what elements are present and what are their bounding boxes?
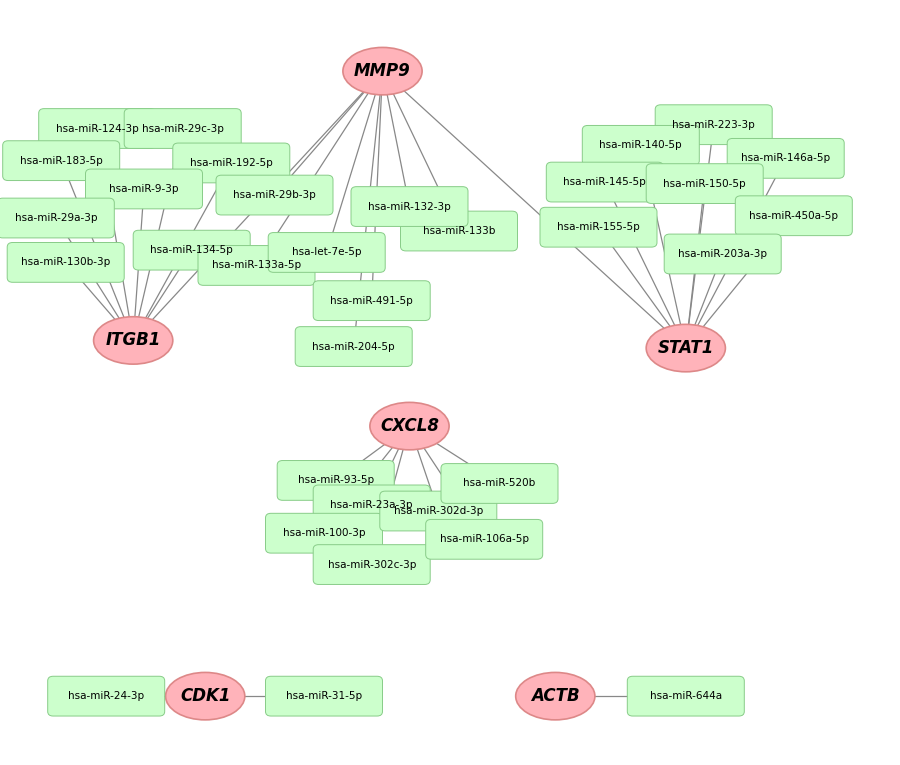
FancyBboxPatch shape [426,519,543,559]
FancyBboxPatch shape [313,281,430,321]
Text: hsa-miR-520b: hsa-miR-520b [464,478,536,489]
Text: hsa-miR-100-3p: hsa-miR-100-3p [283,528,365,539]
FancyBboxPatch shape [268,233,385,272]
Text: ITGB1: ITGB1 [105,331,161,350]
Text: hsa-miR-134-5p: hsa-miR-134-5p [150,245,233,256]
Text: hsa-miR-29b-3p: hsa-miR-29b-3p [233,190,316,200]
Text: hsa-miR-93-5p: hsa-miR-93-5p [298,475,374,486]
Text: hsa-miR-302c-3p: hsa-miR-302c-3p [328,559,416,570]
Text: hsa-miR-24-3p: hsa-miR-24-3p [68,691,144,702]
Text: hsa-let-7e-5p: hsa-let-7e-5p [292,247,362,258]
FancyBboxPatch shape [441,464,558,503]
FancyBboxPatch shape [266,676,382,716]
FancyBboxPatch shape [546,162,663,202]
Text: hsa-miR-106a-5p: hsa-miR-106a-5p [440,534,528,545]
FancyBboxPatch shape [664,234,781,274]
Text: hsa-miR-31-5p: hsa-miR-31-5p [286,691,362,702]
Text: hsa-miR-183-5p: hsa-miR-183-5p [20,155,103,166]
Text: hsa-miR-155-5p: hsa-miR-155-5p [557,222,640,233]
Text: CXCL8: CXCL8 [380,417,439,435]
FancyBboxPatch shape [727,138,844,178]
FancyBboxPatch shape [124,109,241,148]
FancyBboxPatch shape [266,513,382,553]
FancyBboxPatch shape [540,207,657,247]
FancyBboxPatch shape [380,491,497,531]
Ellipse shape [646,324,725,372]
Text: hsa-miR-146a-5p: hsa-miR-146a-5p [741,153,831,164]
FancyBboxPatch shape [7,243,124,282]
Text: hsa-miR-9-3p: hsa-miR-9-3p [109,184,179,194]
FancyBboxPatch shape [582,125,699,165]
Text: hsa-miR-132-3p: hsa-miR-132-3p [368,201,451,212]
FancyBboxPatch shape [295,327,412,366]
FancyBboxPatch shape [400,211,518,251]
Text: hsa-miR-223-3p: hsa-miR-223-3p [672,119,755,130]
Text: hsa-miR-133a-5p: hsa-miR-133a-5p [212,260,302,271]
Text: hsa-miR-140-5p: hsa-miR-140-5p [599,140,682,151]
FancyBboxPatch shape [351,187,468,226]
FancyBboxPatch shape [735,196,852,236]
Text: hsa-miR-644a: hsa-miR-644a [650,691,722,702]
FancyBboxPatch shape [173,143,290,183]
FancyBboxPatch shape [627,676,744,716]
Text: hsa-miR-150-5p: hsa-miR-150-5p [663,178,746,189]
Text: hsa-miR-133b: hsa-miR-133b [423,226,495,236]
Text: hsa-miR-130b-3p: hsa-miR-130b-3p [21,257,111,268]
Text: hsa-miR-450a-5p: hsa-miR-450a-5p [750,210,838,221]
FancyBboxPatch shape [313,485,430,525]
Ellipse shape [94,317,173,364]
Text: hsa-miR-203a-3p: hsa-miR-203a-3p [679,249,767,259]
FancyBboxPatch shape [86,169,202,209]
Text: ACTB: ACTB [531,687,580,705]
FancyBboxPatch shape [198,246,315,285]
Text: hsa-miR-29c-3p: hsa-miR-29c-3p [142,123,223,134]
Text: hsa-miR-302d-3p: hsa-miR-302d-3p [393,506,483,516]
FancyBboxPatch shape [277,461,394,500]
FancyBboxPatch shape [655,105,772,145]
Text: hsa-miR-204-5p: hsa-miR-204-5p [312,341,395,352]
FancyBboxPatch shape [646,164,763,203]
FancyBboxPatch shape [313,545,430,584]
Ellipse shape [343,47,422,95]
Text: hsa-miR-192-5p: hsa-miR-192-5p [190,158,273,168]
Ellipse shape [370,402,449,450]
Text: hsa-miR-29a-3p: hsa-miR-29a-3p [14,213,97,223]
FancyBboxPatch shape [3,141,120,181]
Ellipse shape [166,672,245,720]
Text: hsa-miR-23a-3p: hsa-miR-23a-3p [330,500,413,510]
Text: MMP9: MMP9 [354,62,411,80]
FancyBboxPatch shape [48,676,165,716]
Ellipse shape [516,672,595,720]
Text: hsa-miR-124-3p: hsa-miR-124-3p [56,123,139,134]
Text: STAT1: STAT1 [658,339,714,357]
Text: CDK1: CDK1 [180,687,230,705]
Text: hsa-miR-145-5p: hsa-miR-145-5p [563,177,646,187]
FancyBboxPatch shape [0,198,114,238]
FancyBboxPatch shape [39,109,156,148]
FancyBboxPatch shape [133,230,250,270]
Text: hsa-miR-491-5p: hsa-miR-491-5p [330,295,413,306]
FancyBboxPatch shape [216,175,333,215]
